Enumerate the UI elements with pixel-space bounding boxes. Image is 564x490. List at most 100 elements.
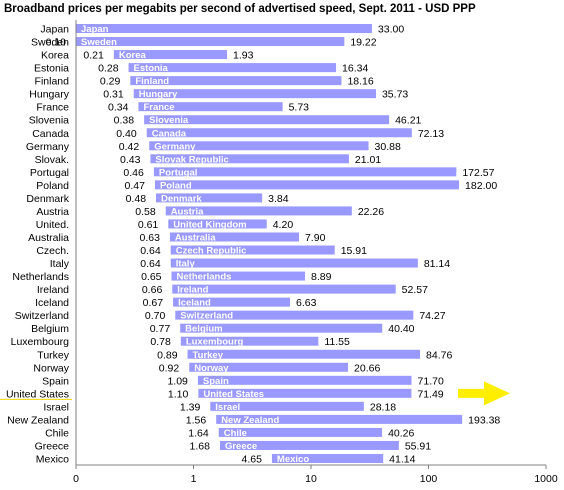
bar-row — [189, 362, 349, 372]
bar-inner-label: Hungary — [139, 89, 178, 100]
low-value-label: 0.34 — [108, 102, 129, 114]
low-value-label: 0.58 — [135, 206, 156, 218]
high-value-label: 19.22 — [350, 37, 376, 49]
row-label: Austria — [36, 206, 69, 218]
bar-row — [170, 258, 418, 268]
bar-row — [149, 141, 369, 151]
bar-row — [216, 414, 463, 424]
bar-inner-label: Japan — [81, 24, 109, 35]
low-value-label: 0.46 — [123, 167, 144, 179]
range-bar — [165, 206, 352, 216]
row-label: Greece — [35, 440, 70, 452]
bar-inner-label: Ireland — [177, 285, 208, 296]
bar-inner-label: Denmark — [161, 193, 202, 204]
row-label: New Zealand — [7, 414, 69, 426]
range-bar — [219, 440, 399, 450]
row-label: Iceland — [35, 297, 69, 309]
range-bar — [133, 89, 376, 99]
bar-row — [172, 284, 396, 294]
range-bar — [76, 24, 372, 34]
bar-inner-label: United Kingdom — [173, 219, 246, 230]
high-value-label: 81.14 — [424, 258, 450, 270]
range-bar — [128, 63, 337, 73]
range-bar — [218, 427, 383, 437]
bar-inner-label: Portugal — [159, 167, 198, 178]
chart-title: Broadband prices per megabits per second… — [4, 3, 476, 15]
bar-inner-label: United States — [203, 389, 264, 400]
high-value-label: 11.55 — [324, 336, 350, 348]
low-value-label: 0.89 — [157, 349, 178, 361]
high-value-label: 71.49 — [417, 388, 443, 400]
bar-inner-label: Germany — [154, 141, 196, 152]
row-label: Estonia — [34, 63, 69, 75]
bar-row — [197, 375, 412, 385]
range-bar — [175, 310, 414, 320]
bar-inner-label: Canada — [152, 128, 187, 139]
high-value-label: 5.73 — [289, 102, 310, 114]
highlight-arrow — [458, 381, 510, 406]
bar-row — [271, 453, 384, 463]
bar-inner-label: Belgium — [185, 324, 222, 335]
bar-inner-label: Korea — [119, 50, 147, 61]
low-value-label: 0.47 — [125, 180, 146, 192]
row-label: Finland — [35, 76, 70, 88]
high-value-label: 172.57 — [462, 167, 494, 179]
low-value-label: 0.48 — [126, 193, 147, 205]
high-value-label: 35.73 — [382, 89, 408, 101]
bar-inner-label: New Zealand — [221, 415, 279, 426]
low-value-label: 0.65 — [141, 271, 162, 283]
row-label: Italy — [50, 258, 70, 270]
range-bar — [171, 271, 305, 281]
bar-row — [170, 245, 335, 255]
bar-row — [180, 336, 319, 346]
high-value-label: 84.76 — [426, 349, 452, 361]
bar-inner-label: Finland — [135, 76, 169, 87]
row-label: Hungary — [29, 89, 69, 101]
row-label: Sweden — [31, 37, 69, 49]
bar-row — [76, 37, 345, 47]
high-value-label: 71.70 — [418, 375, 444, 387]
bar-row — [198, 388, 412, 398]
row-label: Poland — [36, 180, 69, 192]
row-label: Israel — [43, 401, 69, 413]
bar-inner-label: Israel — [215, 402, 240, 413]
bar-row — [173, 297, 291, 307]
high-value-label: 4.20 — [273, 219, 294, 231]
high-value-label: 6.63 — [296, 297, 317, 309]
bar-inner-label: Netherlands — [177, 272, 232, 283]
bar-inner-label: Sweden — [81, 37, 117, 48]
bar-row — [169, 232, 299, 242]
row-label: France — [36, 102, 69, 114]
low-value-label: 1.56 — [186, 414, 207, 426]
bar-inner-label: Slovak Republic — [155, 154, 228, 165]
low-value-label: 0.31 — [103, 89, 124, 101]
low-value-label: 0.64 — [140, 258, 161, 270]
bar-inner-label: Switzerland — [180, 311, 233, 322]
row-label: Spain — [42, 375, 69, 387]
high-value-label: 3.84 — [268, 193, 289, 205]
high-value-label: 40.26 — [388, 427, 414, 439]
range-bar — [271, 453, 384, 463]
low-value-label: 0.43 — [120, 154, 141, 166]
row-label: Ireland — [37, 284, 69, 296]
high-value-label: 40.40 — [388, 323, 414, 335]
bar-row — [210, 401, 364, 411]
x-tick-label: 0 — [73, 473, 79, 485]
bar-row — [165, 206, 352, 216]
range-bar — [144, 115, 390, 125]
bar-row — [76, 24, 372, 34]
low-value-label: 0.63 — [139, 232, 160, 244]
bar-row — [219, 440, 399, 450]
high-value-label: 46.21 — [395, 115, 421, 127]
bar-row — [150, 154, 349, 164]
range-bar — [153, 167, 457, 177]
high-value-label: 74.27 — [419, 310, 445, 322]
bar-inner-label: Spain — [203, 376, 229, 387]
bar-row — [218, 427, 383, 437]
low-value-label: 0.92 — [159, 362, 180, 374]
high-value-label: 15.91 — [341, 245, 367, 257]
high-value-label: 193.38 — [468, 414, 500, 426]
row-label: Korea — [41, 50, 69, 62]
bar-inner-label: Greece — [225, 441, 257, 452]
